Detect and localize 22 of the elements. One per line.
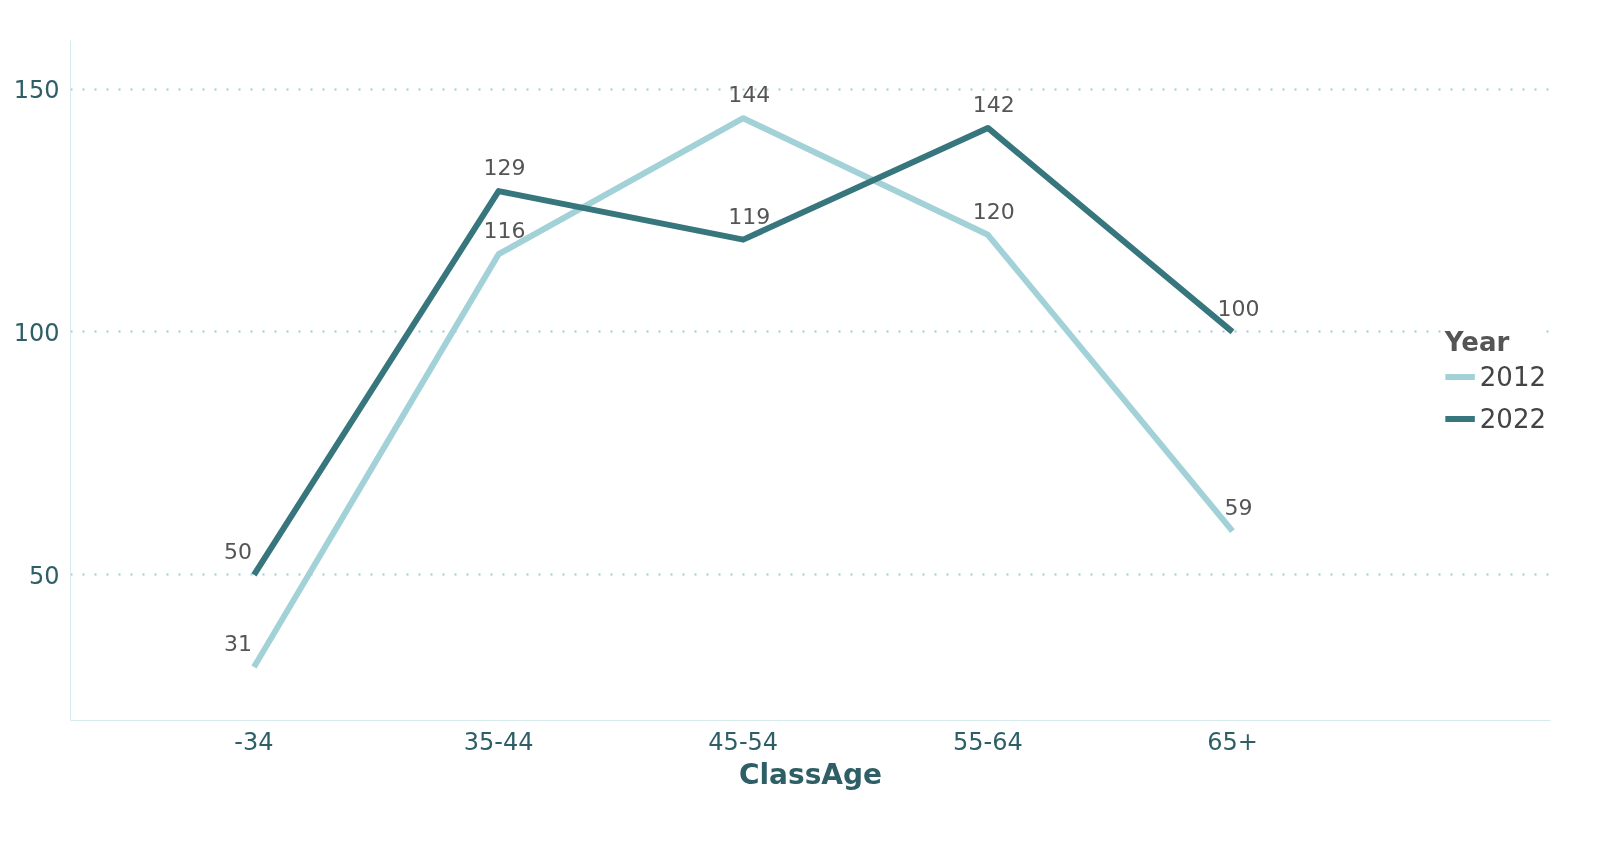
x-tick-label: 65+ <box>1207 727 1258 756</box>
data-label: 144 <box>728 82 771 108</box>
legend-title: Year <box>1444 326 1511 357</box>
legend-label: 2012 <box>1479 361 1546 392</box>
legend-label: 2022 <box>1479 403 1546 434</box>
data-label: 100 <box>1217 295 1260 321</box>
data-label: 59 <box>1224 495 1253 521</box>
data-label: 116 <box>483 218 526 244</box>
data-label: 129 <box>483 155 526 181</box>
y-tick-label: 150 <box>13 76 60 105</box>
y-tick-label: 50 <box>28 561 60 590</box>
x-tick-label: 55-64 <box>952 727 1023 756</box>
data-label: 142 <box>972 91 1015 117</box>
x-tick-label: 45-54 <box>708 727 779 756</box>
data-label: 31 <box>223 631 252 657</box>
x-axis-title: ClassAge <box>738 757 883 791</box>
data-label: 119 <box>728 203 771 229</box>
data-label: 50 <box>223 538 252 564</box>
data-label: 120 <box>972 198 1015 224</box>
x-tick-label: 35-44 <box>463 727 534 756</box>
y-tick-label: 100 <box>13 318 60 347</box>
x-tick-label: -34 <box>234 727 274 756</box>
